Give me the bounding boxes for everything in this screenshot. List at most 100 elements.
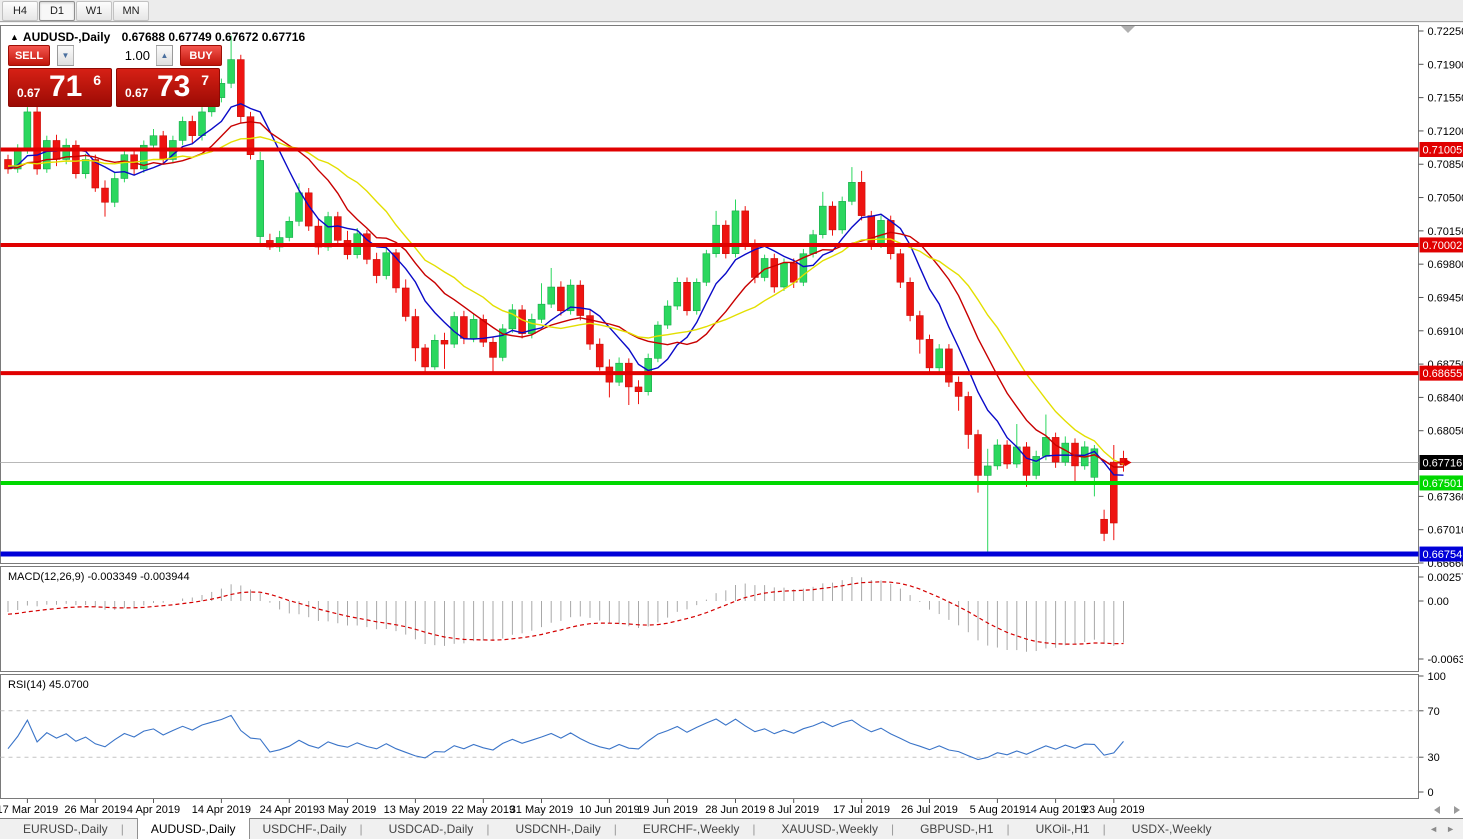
candle-body (964, 396, 973, 435)
candle-body (576, 284, 585, 316)
collapse-triangle-icon[interactable]: ▲ (10, 32, 19, 42)
macd-tick-label: -0.006326 (1428, 654, 1463, 666)
date-tick-label: 13 May 2019 (384, 804, 448, 816)
date-tick-label: 3 May 2019 (319, 804, 376, 816)
candle-body (33, 111, 41, 170)
candle-body (673, 281, 682, 307)
candle-body (828, 205, 837, 231)
candle-body (421, 347, 429, 368)
tab-scroll-left-icon[interactable]: ◄ (1429, 824, 1439, 834)
candle-body (23, 111, 32, 151)
chart-window: ▲ AUDUSD-,Daily 0.67688 0.67749 0.67672 0… (0, 23, 1463, 818)
axis-price-badge (1419, 365, 1463, 381)
candle-body (1003, 444, 1011, 465)
candle-body (925, 339, 934, 369)
chart-tab-xauusd[interactable]: XAUUSD-,Weekly | (781, 822, 895, 836)
candle-body (595, 343, 604, 368)
candle-body (838, 201, 846, 231)
buy-price-box[interactable]: 0.67 73 7 (116, 68, 220, 107)
rsi-tick-label: 100 (1428, 671, 1446, 683)
candle-body (916, 315, 924, 340)
chart-tab-audusd[interactable]: AUDUSD-,Daily (136, 818, 250, 839)
tab-scroll-right-icon[interactable]: ► (1446, 824, 1455, 834)
candle-body (431, 340, 439, 368)
axis-price-badge-label: 0.70002 (1423, 240, 1463, 252)
chart-tab-usdx[interactable]: USDX-,Weekly (1131, 822, 1212, 836)
date-tick-label: 19 Jun 2019 (637, 804, 698, 816)
timeframe-button-h4[interactable]: H4 (2, 0, 38, 21)
lot-increase-icon[interactable]: ▲ (156, 46, 172, 65)
sell-price-box[interactable]: 0.67 71 6 (8, 68, 112, 107)
candle-body (1042, 437, 1050, 457)
date-tick-label: 28 Jun 2019 (705, 804, 766, 816)
lot-size-spinner: ▼ ▲ (57, 45, 173, 66)
scroll-to-end-icon[interactable] (1121, 26, 1135, 33)
tab-separator: | (1102, 822, 1106, 836)
chart-tab-usdchf[interactable]: USDCHF-,Daily | (262, 822, 363, 836)
chart-tab-eurchf[interactable]: EURCHF-,Weekly | (642, 822, 756, 836)
chart-tab-ukoil[interactable]: UKOil-,H1 | (1035, 822, 1106, 836)
candle-body (886, 220, 895, 254)
sell-button[interactable]: SELL (8, 45, 50, 66)
axis-price-badge-label: 0.71005 (1423, 144, 1463, 156)
candle-body (683, 281, 691, 312)
timeframe-button-w1[interactable]: W1 (76, 0, 112, 21)
candle-body (789, 262, 798, 283)
timeframe-button-d1[interactable]: D1 (39, 0, 75, 21)
candle-body (518, 309, 526, 334)
candle-body (1090, 448, 1099, 478)
axis-price-badge-label: 0.68655 (1423, 368, 1463, 380)
candle-body (110, 178, 119, 203)
chart-symbol-period: AUDUSD-,Daily (22, 30, 111, 44)
macd-tick-label: 0.002574 (1428, 572, 1463, 584)
candle-body (140, 144, 148, 170)
axis-price-badge (1419, 141, 1463, 157)
candle-body (848, 182, 856, 202)
candle-body (275, 237, 284, 248)
candle-body (1022, 446, 1031, 476)
chart-tab-usdcnh[interactable]: USDCNH-,Daily | (515, 822, 617, 836)
date-scroll-right-icon[interactable] (1454, 806, 1460, 814)
buy-button[interactable]: BUY (180, 45, 222, 66)
candle-body (382, 252, 391, 276)
date-tick-label: 26 Mar 2019 (64, 804, 126, 816)
candle-body (877, 220, 885, 245)
candle-body (702, 253, 711, 283)
chart-tab-gbpusd[interactable]: GBPUSD-,H1 | (920, 822, 1010, 836)
date-tick-label: 31 May 2019 (510, 804, 574, 816)
tabbar-scroll-arrows: ◄ ► (1429, 819, 1463, 839)
axis-price-badge-label: 0.66754 (1423, 549, 1463, 561)
candle-body (149, 135, 158, 146)
lot-decrease-icon[interactable]: ▼ (58, 46, 74, 65)
chart-tab-usdcad[interactable]: USDCAD-,Daily | (388, 822, 490, 836)
candle-body (479, 319, 488, 343)
candle-body (1061, 442, 1070, 463)
tab-separator: | (1006, 822, 1010, 836)
tab-separator: | (752, 822, 756, 836)
candle-body (1110, 461, 1118, 524)
buy-price-pip: 7 (201, 72, 209, 88)
timeframe-button-mn[interactable]: MN (113, 0, 149, 21)
axis-price-badge-label: 0.67716 (1423, 458, 1463, 470)
candle-body (256, 160, 264, 237)
candle-body (741, 210, 749, 245)
lot-size-input[interactable] (74, 45, 156, 66)
chart-ohlc-values: 0.67688 0.67749 0.67672 0.67716 (121, 30, 306, 44)
date-scroll-left-icon[interactable] (1434, 806, 1440, 814)
candle-body (489, 341, 497, 358)
candle-body (557, 286, 565, 312)
candle-body (295, 192, 303, 222)
date-tick-label: 22 May 2019 (451, 804, 515, 816)
candle-body (4, 159, 12, 170)
chart-tab-eurusd[interactable]: EURUSD-,Daily | (23, 822, 124, 836)
tab-separator: | (613, 822, 617, 836)
candle-body (91, 159, 100, 189)
candle-body (508, 309, 517, 330)
